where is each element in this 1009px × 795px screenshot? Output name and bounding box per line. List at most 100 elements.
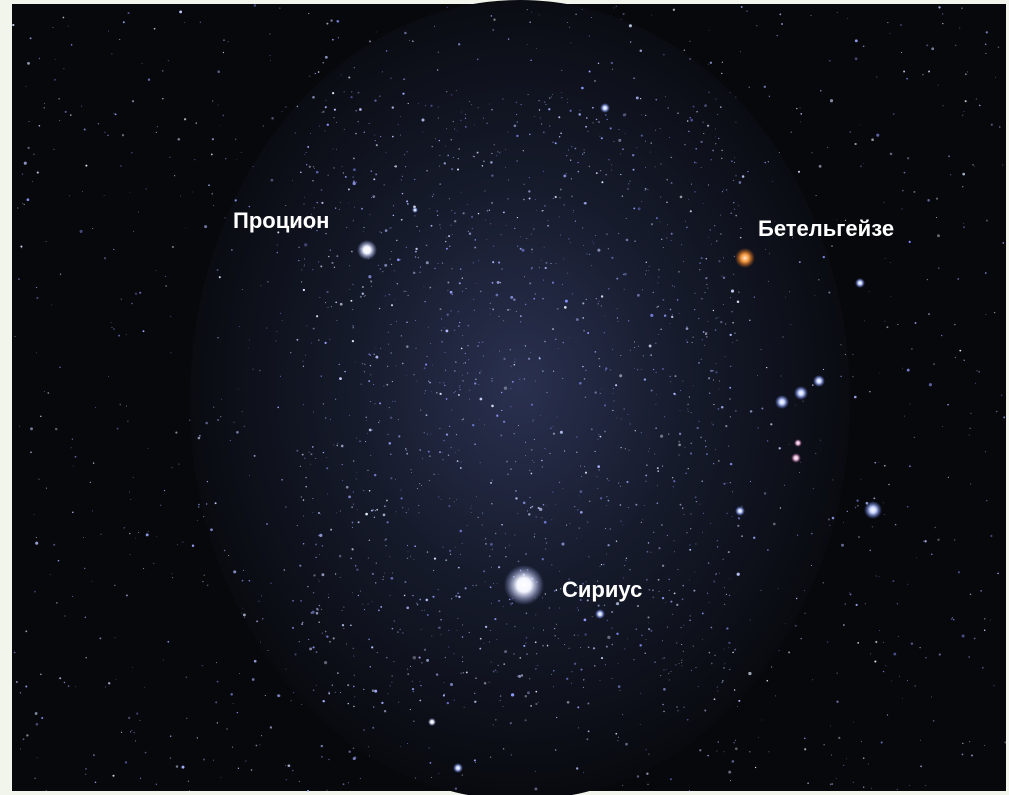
- faint-star: [539, 15, 540, 16]
- faint-star: [393, 661, 394, 662]
- faint-star: [440, 308, 442, 310]
- faint-star: [426, 170, 428, 172]
- faint-star: [535, 381, 536, 382]
- faint-star: [266, 523, 268, 525]
- faint-star: [964, 360, 965, 361]
- faint-star: [197, 520, 198, 521]
- faint-star: [492, 29, 494, 31]
- faint-star: [589, 254, 590, 255]
- faint-star: [854, 143, 856, 145]
- faint-star: [313, 411, 314, 412]
- faint-star: [46, 790, 47, 791]
- faint-star: [497, 151, 498, 152]
- faint-star: [543, 131, 545, 133]
- faint-star: [335, 692, 336, 693]
- faint-star: [419, 483, 420, 484]
- faint-star: [545, 448, 546, 449]
- faint-star: [669, 376, 671, 378]
- faint-star: [362, 286, 364, 288]
- faint-star: [53, 544, 55, 546]
- faint-star: [661, 524, 662, 525]
- faint-star: [693, 106, 695, 108]
- faint-star: [550, 263, 551, 264]
- faint-star: [533, 298, 535, 300]
- faint-star: [549, 126, 550, 127]
- faint-star: [601, 657, 603, 659]
- faint-star: [369, 123, 370, 124]
- faint-star: [474, 701, 476, 703]
- faint-star: [283, 569, 285, 571]
- faint-star: [130, 731, 131, 732]
- faint-star: [970, 413, 971, 414]
- faint-star: [671, 381, 672, 382]
- faint-star: [223, 52, 224, 53]
- faint-star: [953, 619, 955, 621]
- faint-star: [268, 650, 269, 651]
- faint-star: [766, 367, 767, 368]
- faint-star: [573, 210, 574, 211]
- faint-star: [478, 260, 479, 261]
- faint-star: [985, 53, 986, 54]
- faint-star: [156, 784, 157, 785]
- faint-star: [888, 484, 889, 485]
- faint-star: [491, 405, 494, 408]
- faint-star: [373, 384, 374, 385]
- faint-star: [626, 218, 627, 219]
- faint-star: [680, 390, 681, 391]
- faint-star: [742, 175, 745, 178]
- faint-star: [351, 251, 353, 253]
- faint-star: [368, 603, 369, 604]
- faint-star: [373, 354, 374, 355]
- faint-star: [855, 507, 856, 508]
- faint-star: [408, 295, 409, 296]
- faint-star: [986, 500, 987, 501]
- faint-star: [623, 13, 625, 15]
- faint-star: [391, 304, 393, 306]
- faint-star: [304, 197, 305, 198]
- faint-star: [561, 542, 564, 545]
- faint-star: [675, 664, 676, 665]
- faint-star: [502, 706, 503, 707]
- star: [794, 439, 802, 447]
- faint-star: [339, 364, 340, 365]
- faint-star: [907, 680, 908, 681]
- faint-star: [450, 683, 453, 686]
- faint-star: [375, 140, 376, 141]
- faint-star: [648, 622, 649, 623]
- faint-star: [713, 310, 714, 311]
- faint-star: [683, 514, 684, 515]
- faint-star: [475, 239, 477, 241]
- faint-star: [348, 782, 349, 783]
- faint-star: [437, 210, 438, 211]
- faint-star: [451, 139, 453, 141]
- faint-star: [683, 651, 684, 652]
- faint-star: [244, 426, 245, 427]
- faint-star: [669, 679, 670, 680]
- faint-star: [318, 339, 320, 341]
- faint-star: [837, 673, 838, 674]
- faint-star: [674, 375, 676, 377]
- faint-star: [479, 419, 480, 420]
- faint-star: [678, 569, 679, 570]
- faint-star: [897, 324, 898, 325]
- faint-star: [537, 665, 538, 666]
- faint-star: [467, 525, 468, 526]
- faint-star: [25, 86, 26, 87]
- faint-star: [510, 603, 511, 604]
- faint-star: [390, 477, 392, 479]
- faint-star: [584, 633, 586, 635]
- faint-star: [965, 100, 967, 102]
- faint-star: [379, 231, 380, 232]
- faint-star: [582, 317, 584, 319]
- faint-star: [444, 327, 445, 328]
- faint-star: [199, 435, 201, 437]
- faint-star: [652, 596, 654, 598]
- faint-star: [791, 131, 792, 132]
- faint-star: [321, 189, 323, 191]
- faint-star: [684, 707, 685, 708]
- faint-star: [677, 112, 679, 114]
- faint-star: [730, 92, 731, 93]
- faint-star: [198, 437, 201, 440]
- faint-star: [20, 692, 21, 693]
- faint-star: [555, 196, 557, 198]
